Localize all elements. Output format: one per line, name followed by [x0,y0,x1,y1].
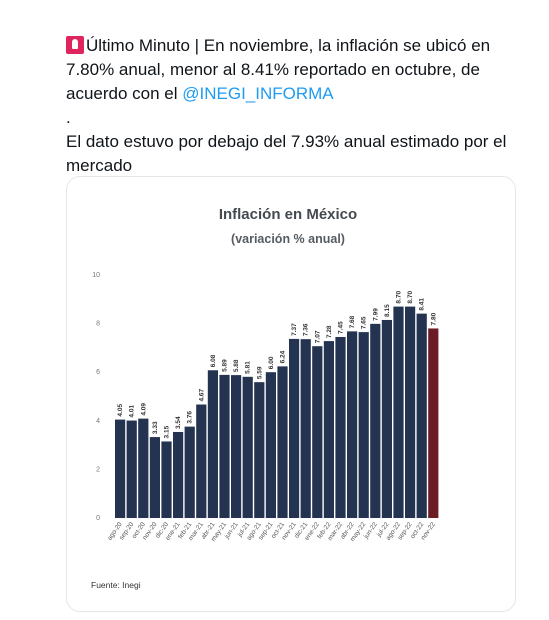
y-tick-label: 8 [96,321,100,328]
value-label: 7.37 [291,323,298,336]
value-label: 6.00 [268,356,275,369]
value-label: 4.05 [117,404,124,417]
value-label: 5.59 [256,366,263,379]
bar-jun-21 [231,375,242,518]
bar-ago-22 [393,306,404,518]
value-label: 7.99 [372,308,379,321]
bar-jul-22 [381,319,392,518]
bar-sep-20 [126,420,137,518]
value-label: 5.81 [245,361,252,374]
value-label: 7.36 [303,323,310,336]
mention-link[interactable]: @INEGI_INFORMA [182,84,334,103]
bar-may-21 [219,374,230,518]
x-axis: ago-20sep-20oct-20nov-20dic-20ene-21feb-… [106,521,437,543]
value-label: 5.88 [233,359,240,372]
value-label: 7.28 [326,325,333,338]
tweet-text: Último Minuto | En noviembre, la inflaci… [66,34,536,178]
bar-ene-21 [173,431,184,518]
bar-may-22 [358,332,369,518]
bar-oct-21 [277,366,288,518]
value-label: 8.70 [407,291,414,304]
value-label: 6.24 [280,350,287,363]
bar-feb-21 [184,426,195,518]
tweet-prefix: Último Minuto | En noviembre, la inflaci… [66,36,491,103]
y-tick-label: 4 [96,418,100,425]
bar-dic-20 [161,441,172,518]
tweet-dot: . [66,108,71,127]
bar-sep-21 [265,372,276,518]
bar-ago-20 [115,419,126,518]
tweet-paragraph-2: El dato estuvo por debajo del 7.93% anua… [66,132,507,175]
bar-nov-21 [289,338,300,518]
bar-nov-20 [149,437,160,518]
bar-feb-22 [323,341,334,518]
value-label: 8.41 [419,298,426,311]
value-label: 3.33 [152,421,159,434]
bar-oct-20 [138,418,149,518]
chart-subtitle: (variación % anual) [231,232,345,246]
y-axis: 0 2 4 6 8 10 [92,272,100,522]
value-label: 8.15 [384,304,391,317]
value-label: 4.09 [140,403,147,416]
bar-jul-21 [242,376,253,518]
bar-abr-22 [347,331,358,518]
chart-title: Inflación en México [219,206,357,223]
value-label: 7.07 [314,330,321,343]
value-label: 3.54 [175,416,182,429]
bar-dic-21 [300,339,311,518]
y-tick-label: 0 [96,515,100,522]
y-tick-label: 6 [96,369,100,376]
value-label: 6.08 [210,354,217,367]
chart-source: Fuente: Inegi [91,580,141,590]
chart-image-card[interactable]: Inflación en México (variación % anual) … [66,176,516,612]
value-label: 7.68 [349,315,356,328]
rotating-light-icon [66,36,84,54]
bar-ago-21 [254,382,265,518]
y-tick-label: 2 [96,466,100,473]
value-labels-group: 4.05 4.01 4.09 3.33 3.15 3.54 3.76 4.67 6.08 5.89… [117,291,437,439]
value-label: 7.45 [338,321,345,334]
value-label: 4.67 [198,388,205,401]
value-label: 5.89 [222,359,229,372]
tweet-paragraph-1: Último Minuto | En noviembre, la inflaci… [66,34,536,106]
value-label: 7.65 [361,316,368,329]
bar-oct-22 [416,313,427,518]
bar-ene-22 [312,346,323,518]
bar-nov-22 [428,328,439,518]
bars-group [115,306,439,518]
bar-abr-21 [207,370,218,518]
value-label: 4.01 [129,405,136,418]
value-label: 8.70 [396,291,403,304]
value-label: 3.15 [164,425,171,438]
value-label: 7.80 [430,312,437,325]
value-label: 3.76 [187,411,194,424]
y-tick-label: 10 [92,272,100,279]
bar-mar-21 [196,404,207,518]
bar-sep-22 [405,306,416,518]
bar-jun-22 [370,323,381,518]
inflation-chart: Inflación en México (variación % anual) … [91,206,439,590]
bar-mar-22 [335,336,346,518]
